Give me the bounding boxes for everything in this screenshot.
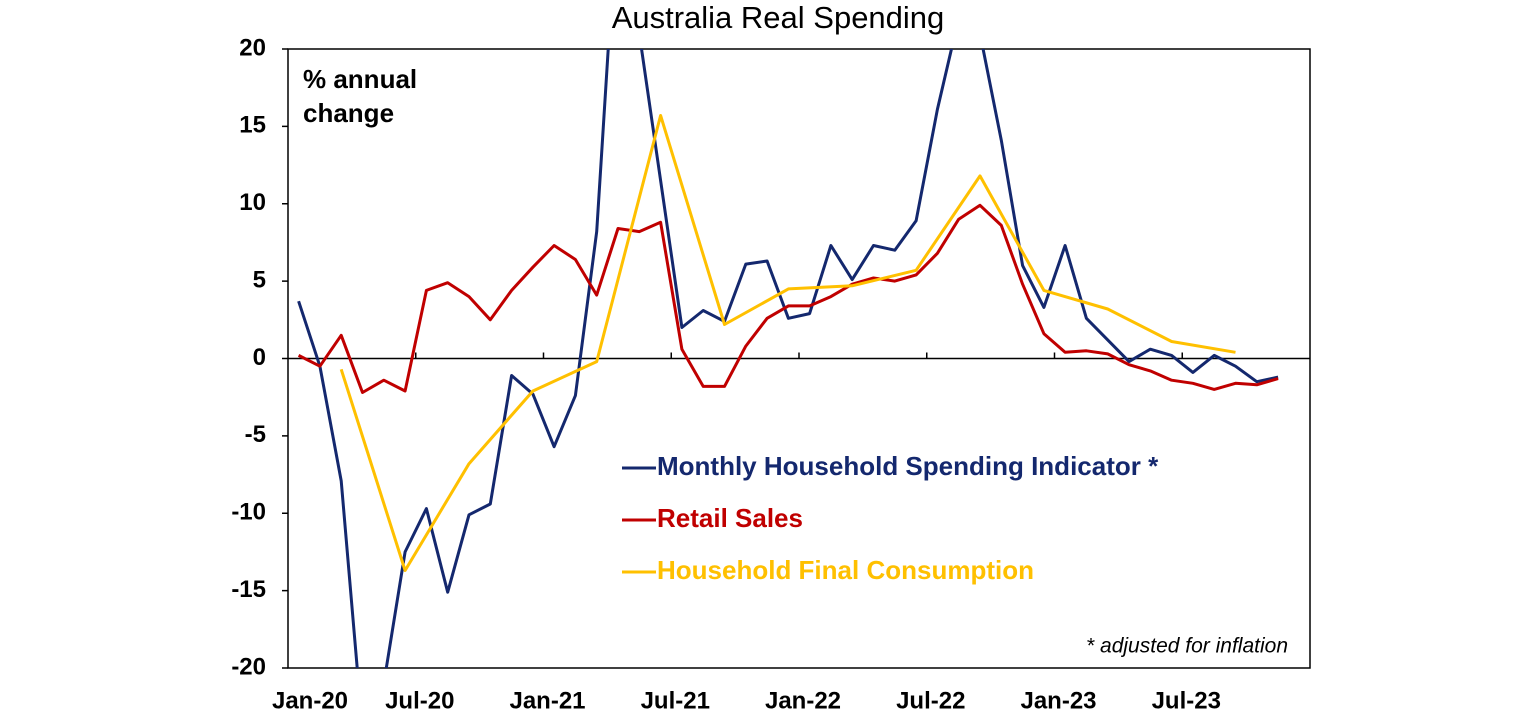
y-tick-label: -10 — [231, 499, 266, 526]
x-tick-label: Jan-22 — [765, 687, 841, 714]
y-tick-label: -15 — [231, 576, 266, 603]
y-tick-label: 0 — [253, 344, 266, 371]
series-line — [339, 114, 1236, 572]
legend-label: Household Final Consumption — [657, 555, 1034, 585]
y-tick-label: 10 — [239, 189, 266, 216]
x-tick-label: Jul-23 — [1152, 687, 1221, 714]
x-tick-label: Jul-21 — [641, 687, 710, 714]
chart-title: Australia Real Spending — [612, 0, 945, 35]
footnote: * adjusted for inflation — [1086, 635, 1288, 658]
x-tick-label: Jul-22 — [896, 687, 965, 714]
y-tick-label: 5 — [253, 266, 266, 293]
y-axis-label: % annual change — [303, 64, 418, 128]
x-tick-label: Jan-20 — [272, 687, 348, 714]
series-line — [297, 49, 1279, 668]
y-tick-label: 20 — [239, 34, 266, 61]
x-tick-label: Jan-23 — [1020, 687, 1096, 714]
plot-lines — [297, 49, 1279, 668]
series-line — [297, 203, 1279, 394]
x-tick-label: Jan-21 — [509, 687, 585, 714]
x-tick-label: Jul-20 — [385, 687, 454, 714]
y-tick-label: -5 — [245, 421, 266, 448]
y-tick-label: 15 — [239, 112, 266, 139]
legend-label: Monthly Household Spending Indicator * — [657, 451, 1159, 481]
legend-label: Retail Sales — [657, 503, 803, 533]
y-tick-label: -20 — [231, 653, 266, 680]
